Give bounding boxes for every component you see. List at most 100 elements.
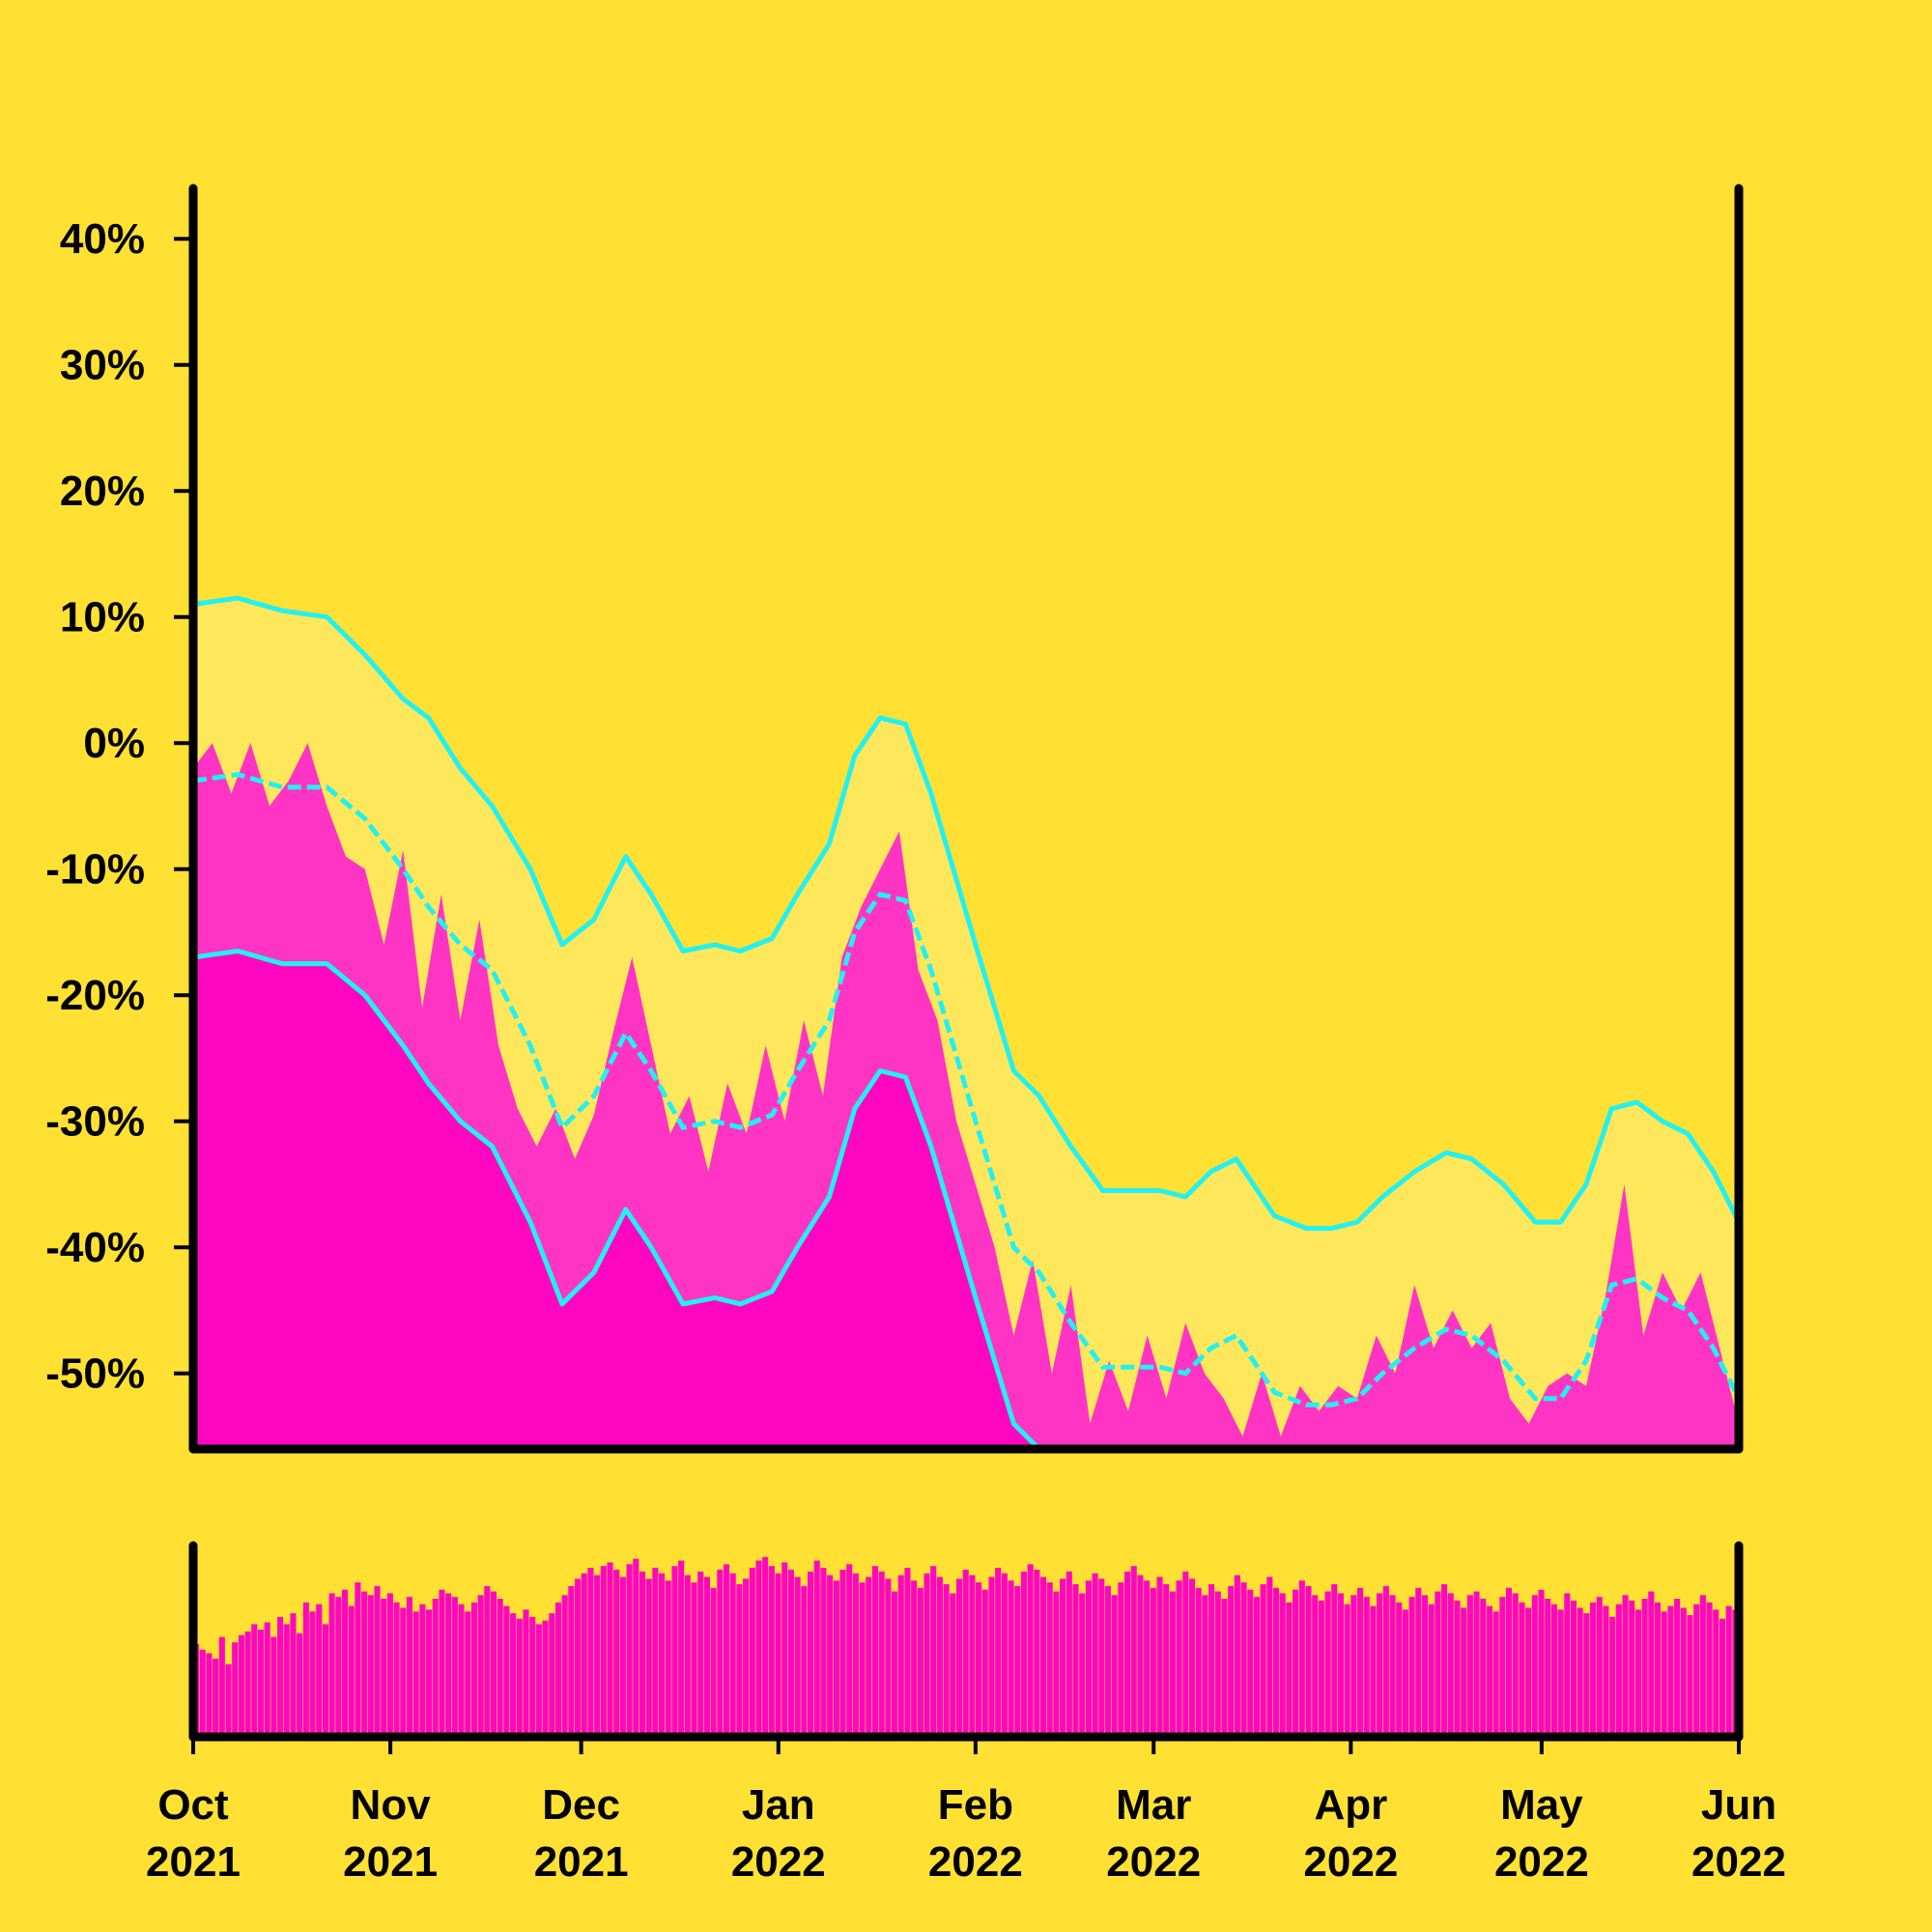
volume-bar: [1027, 1564, 1034, 1736]
volume-bar: [1208, 1584, 1215, 1736]
volume-bar: [244, 1631, 251, 1736]
x-tick-label-year: 2022: [731, 1838, 826, 1886]
volume-bar: [251, 1624, 258, 1736]
main-plot: [195, 595, 1738, 1445]
volume-bar: [1706, 1602, 1713, 1736]
y-tick-label: 30%: [60, 342, 145, 389]
volume-bar: [995, 1568, 1002, 1736]
volume-bar: [1163, 1584, 1170, 1736]
volume-bar: [1195, 1587, 1202, 1736]
volume-bar: [1545, 1599, 1551, 1736]
y-tick-label: 40%: [60, 215, 145, 263]
volume-bar: [1674, 1599, 1681, 1736]
volume-bar: [1014, 1585, 1021, 1736]
volume-bar: [503, 1605, 510, 1736]
volume-bar: [839, 1569, 846, 1736]
volume-bar: [619, 1577, 626, 1736]
volume-bar: [264, 1622, 270, 1736]
volume-bar: [1363, 1597, 1370, 1736]
volume-bar: [335, 1597, 342, 1736]
volume-bar: [445, 1593, 452, 1736]
volume-bar: [1370, 1605, 1377, 1736]
volume-bar: [238, 1634, 244, 1736]
volume-bar: [1144, 1580, 1151, 1736]
daily-value-area: [195, 743, 1738, 1445]
volume-bar: [885, 1578, 892, 1736]
volume-bar: [697, 1571, 704, 1736]
volume-bar: [1466, 1595, 1473, 1736]
volume-bar: [1648, 1591, 1655, 1736]
volume-bar: [684, 1575, 691, 1736]
volume-bar: [897, 1575, 904, 1736]
volume-bar: [981, 1589, 988, 1736]
volume-bar: [516, 1618, 523, 1736]
volume-bar: [607, 1562, 613, 1736]
volume-bar: [710, 1587, 717, 1736]
volume-bar: [626, 1564, 633, 1736]
volume-bar: [813, 1560, 820, 1736]
volume-bar: [1667, 1605, 1674, 1736]
volume-bar: [969, 1575, 976, 1736]
x-tick-label-month: Dec: [542, 1781, 620, 1829]
volume-bar: [1550, 1604, 1557, 1736]
volume-bar: [302, 1602, 309, 1736]
volume-bar: [1279, 1593, 1286, 1736]
volume-bar: [484, 1585, 491, 1736]
y-tick-label: -40%: [45, 1224, 145, 1271]
volume-bar: [1699, 1595, 1706, 1736]
volume-bar: [1318, 1600, 1324, 1736]
volume-bar: [1214, 1591, 1221, 1736]
volume-bar: [911, 1580, 918, 1736]
volume-bar: [923, 1573, 930, 1736]
volume-bar: [775, 1573, 781, 1736]
x-tick-label-year: 2022: [928, 1838, 1023, 1886]
volume-bar: [859, 1582, 866, 1736]
volume-bar: [1377, 1593, 1383, 1736]
volume-bar: [749, 1568, 755, 1736]
volume-bar: [510, 1613, 517, 1736]
volume-bar: [574, 1578, 582, 1736]
volume-bar: [871, 1566, 879, 1736]
volume-bar: [400, 1607, 407, 1736]
volume-bar: [199, 1649, 206, 1736]
volume-bar: [976, 1582, 982, 1736]
volume-bar: [412, 1611, 419, 1736]
volume-bar: [1629, 1600, 1635, 1736]
volume-bar: [652, 1568, 659, 1736]
volume-bar: [1305, 1585, 1312, 1736]
volume-bar: [729, 1573, 736, 1736]
y-tick-label: -20%: [45, 972, 145, 1019]
volume-bar: [878, 1571, 885, 1736]
volume-bar: [943, 1584, 950, 1736]
volume-bar: [1402, 1609, 1408, 1736]
volume-bar: [283, 1624, 290, 1736]
volume-bar: [1053, 1591, 1060, 1736]
volume-bar: [852, 1573, 859, 1736]
volume-bar: [1687, 1614, 1693, 1736]
volume-bar: [206, 1653, 213, 1736]
volume-bar: [1124, 1571, 1131, 1736]
volume-bar: [1538, 1589, 1545, 1736]
volume-bar: [535, 1624, 542, 1736]
volume-bar: [787, 1569, 794, 1736]
volume-bar: [1713, 1609, 1719, 1736]
volume-bar: [1253, 1597, 1260, 1736]
volume-bar: [1680, 1607, 1687, 1736]
volume-bar: [587, 1568, 594, 1736]
x-tick-label-year: 2022: [1494, 1838, 1589, 1886]
volume-bar: [962, 1569, 969, 1736]
volume-bar: [633, 1558, 639, 1736]
volume-bar: [1603, 1605, 1609, 1736]
volume-bar: [1228, 1585, 1235, 1736]
volume-bar: [1519, 1602, 1525, 1736]
volume-bar: [1719, 1618, 1726, 1736]
volume-bar: [736, 1584, 743, 1736]
volume-bar: [386, 1593, 393, 1736]
volume-bar: [1286, 1602, 1293, 1736]
volume-bar: [659, 1573, 666, 1736]
volume-bar: [426, 1609, 433, 1736]
volume-bar: [930, 1566, 937, 1736]
volume-bar: [1473, 1591, 1480, 1736]
volume-bar: [594, 1575, 601, 1736]
volume-bar: [1622, 1595, 1629, 1736]
